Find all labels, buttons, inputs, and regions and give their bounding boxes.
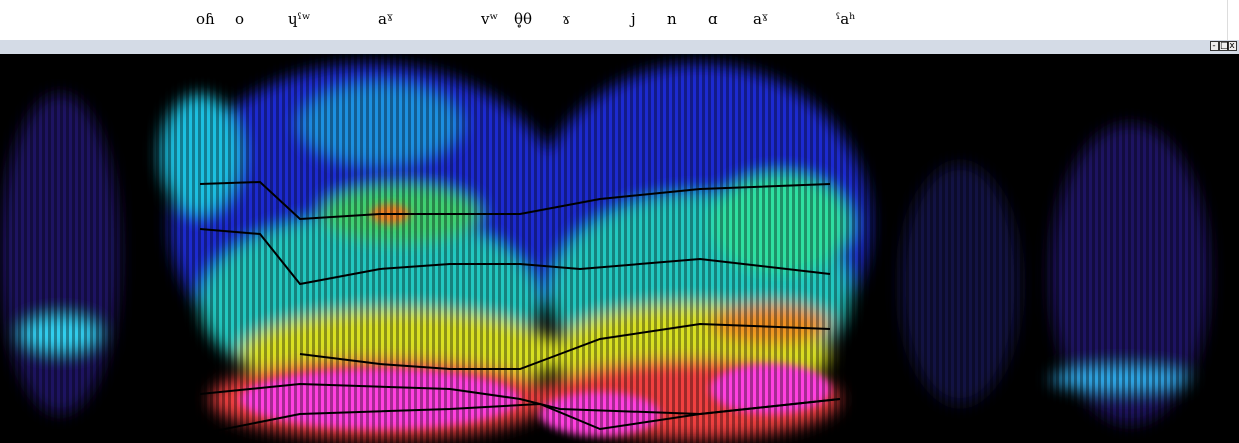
phone-label: aˠ <box>378 10 393 28</box>
phone-label: ɥˤʷ <box>288 10 311 28</box>
phone-label: j <box>631 10 636 28</box>
phone-label: ɑ <box>708 10 718 28</box>
window-strip <box>0 40 1239 54</box>
transcription-bar: oɦ o ɥˤʷ aˠ vʷ θ̥θ ɤ j n ɑ aˠ ˤaʰ <box>0 0 1228 40</box>
window-buttons[interactable]: -□x <box>1210 41 1237 51</box>
phone-label: ˤaʰ <box>836 10 856 28</box>
phone-label: aˠ <box>753 10 768 28</box>
phone-label: vʷ <box>481 10 498 28</box>
phone-label: o <box>235 10 244 28</box>
page: oɦ o ɥˤʷ aˠ vʷ θ̥θ ɤ j n ɑ aˠ ˤaʰ -□x <box>0 0 1239 443</box>
phone-label: θ̥θ <box>514 10 532 28</box>
phone-label: ɤ <box>562 10 570 28</box>
phone-label: oɦ <box>196 10 215 28</box>
phone-label: n <box>667 10 677 28</box>
spectrogram <box>0 54 1239 443</box>
